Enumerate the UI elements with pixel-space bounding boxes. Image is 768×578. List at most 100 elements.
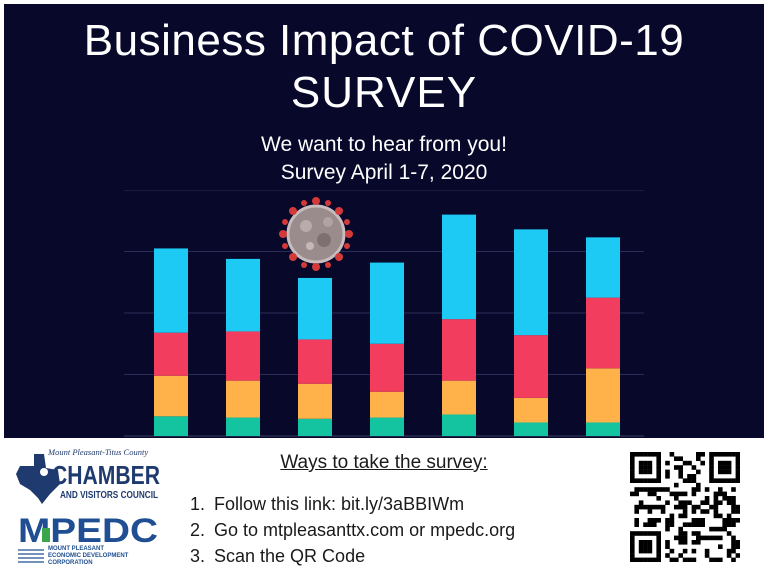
qr-module bbox=[704, 500, 710, 505]
qr-module bbox=[647, 478, 653, 483]
qr-module bbox=[682, 504, 688, 510]
qr-module bbox=[709, 465, 714, 470]
mpedc-sub-text-3: CORPORATION bbox=[48, 560, 93, 566]
qr-module bbox=[718, 487, 723, 492]
qr-module bbox=[718, 469, 723, 475]
qr-code[interactable] bbox=[630, 452, 740, 562]
qr-module bbox=[656, 548, 661, 554]
qr-module bbox=[735, 544, 740, 549]
qr-module bbox=[660, 509, 666, 514]
qr-module bbox=[630, 557, 635, 562]
qr-module bbox=[630, 531, 635, 536]
qr-module bbox=[726, 522, 732, 527]
qr-module bbox=[643, 478, 648, 483]
qr-module bbox=[665, 518, 670, 523]
qr-module bbox=[669, 452, 675, 457]
ways-heading: Ways to take the survey: bbox=[204, 452, 564, 474]
qr-module bbox=[700, 535, 705, 541]
qr-module bbox=[647, 531, 653, 536]
ways-list-item: 1. Follow this link: bit.ly/3aBBIWm bbox=[190, 492, 515, 518]
ways-item-text: Go to mtpleasanttx.com or mpedc.org bbox=[214, 520, 516, 540]
qr-module bbox=[722, 496, 727, 501]
qr-module bbox=[656, 478, 661, 483]
qr-module bbox=[691, 540, 697, 545]
texas-map-icon bbox=[16, 454, 60, 504]
qr-module bbox=[726, 478, 732, 483]
qr-module bbox=[682, 491, 688, 497]
qr-module bbox=[647, 504, 653, 510]
qr-module bbox=[656, 504, 661, 510]
qr-module bbox=[735, 478, 740, 483]
qr-module bbox=[678, 513, 683, 519]
qr-module bbox=[656, 452, 661, 457]
qr-module bbox=[634, 509, 639, 514]
qr-module bbox=[691, 522, 697, 527]
qr-module bbox=[656, 487, 661, 492]
bar-segment bbox=[442, 214, 476, 320]
qr-module bbox=[704, 496, 710, 501]
bar-segment bbox=[298, 277, 332, 340]
qr-module bbox=[652, 487, 657, 492]
qr-module bbox=[735, 452, 740, 457]
qr-module bbox=[647, 460, 653, 466]
qr-module bbox=[696, 531, 701, 536]
qr-module bbox=[691, 548, 697, 554]
mpedc-wave-lines bbox=[18, 549, 44, 563]
qr-module bbox=[652, 491, 657, 497]
qr-module bbox=[696, 535, 701, 541]
qr-module bbox=[731, 496, 736, 501]
qr-module bbox=[643, 504, 648, 510]
qr-module bbox=[634, 522, 639, 527]
qr-module bbox=[682, 531, 688, 536]
qr-module bbox=[630, 469, 635, 475]
qr-module bbox=[643, 557, 648, 562]
qr-module bbox=[704, 487, 710, 492]
bar-segment bbox=[586, 422, 620, 436]
qr-module bbox=[731, 500, 736, 505]
qr-module bbox=[665, 553, 670, 558]
qr-module bbox=[687, 557, 692, 562]
qr-module bbox=[669, 513, 675, 519]
qr-module bbox=[691, 478, 697, 483]
ways-item-number: 2. bbox=[190, 520, 206, 540]
qr-module bbox=[643, 487, 648, 492]
qr-module bbox=[682, 535, 688, 541]
qr-module bbox=[674, 557, 679, 562]
qr-module bbox=[713, 478, 719, 483]
qr-module bbox=[704, 509, 710, 514]
mpedc-sub-text-2: ECONOMIC DEVELOPMENT bbox=[48, 553, 129, 559]
qr-module bbox=[669, 548, 675, 554]
bar-segment bbox=[154, 332, 188, 376]
qr-module bbox=[713, 504, 719, 510]
qr-module bbox=[726, 469, 732, 475]
bar-segment bbox=[298, 339, 332, 384]
bar-segment bbox=[154, 375, 188, 417]
qr-module bbox=[726, 465, 732, 470]
bar-segment bbox=[370, 391, 404, 418]
qr-module bbox=[726, 548, 732, 554]
bar-segment bbox=[514, 422, 548, 436]
bar-segment bbox=[514, 335, 548, 398]
qr-module bbox=[713, 496, 719, 501]
qr-module bbox=[700, 509, 705, 514]
bar-segment bbox=[226, 331, 260, 381]
qr-module bbox=[704, 535, 710, 541]
qr-module bbox=[665, 487, 670, 492]
qr-module bbox=[682, 522, 688, 527]
qr-module bbox=[638, 487, 644, 492]
qr-module bbox=[665, 526, 670, 532]
qr-module bbox=[731, 522, 736, 527]
qr-module bbox=[638, 548, 644, 554]
ways-list: 1. Follow this link: bit.ly/3aBBIWm 2. Go … bbox=[190, 492, 515, 570]
qr-module bbox=[691, 531, 697, 536]
qr-module bbox=[722, 478, 727, 483]
qr-module bbox=[674, 504, 679, 510]
qr-module bbox=[713, 535, 719, 541]
qr-module bbox=[718, 544, 723, 549]
qr-module bbox=[656, 474, 661, 479]
bar-segment bbox=[154, 248, 188, 333]
qr-module bbox=[709, 526, 714, 532]
qr-module bbox=[638, 544, 644, 549]
sponsor-logos: Mount Pleasant-Titus County CHAMBER AND … bbox=[16, 447, 160, 566]
